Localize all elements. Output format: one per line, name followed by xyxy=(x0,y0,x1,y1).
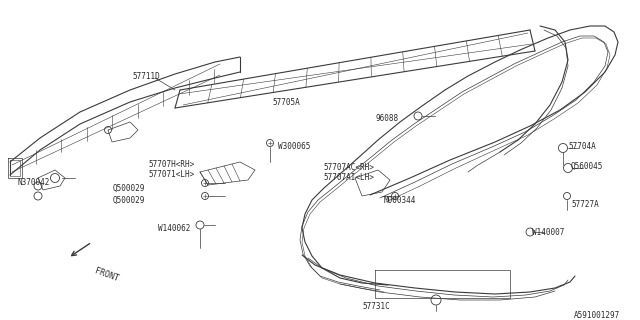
Text: 577071<LH>: 577071<LH> xyxy=(148,170,195,179)
Text: 57705A: 57705A xyxy=(272,98,300,107)
Text: 96088: 96088 xyxy=(376,114,399,123)
Text: M000344: M000344 xyxy=(384,196,417,205)
Text: W300065: W300065 xyxy=(278,142,310,151)
Text: 57731C: 57731C xyxy=(362,302,390,311)
Text: N370042: N370042 xyxy=(18,178,51,187)
Text: Q500029: Q500029 xyxy=(113,184,145,193)
Text: W140007: W140007 xyxy=(532,228,564,237)
Text: FRONT: FRONT xyxy=(93,266,120,283)
Text: Q500029: Q500029 xyxy=(113,196,145,205)
Text: 57707H<RH>: 57707H<RH> xyxy=(148,160,195,169)
Text: W140062: W140062 xyxy=(158,224,190,233)
Text: 57727A: 57727A xyxy=(571,200,599,209)
Text: 57711D: 57711D xyxy=(132,72,160,81)
Text: 57707AI<LH>: 57707AI<LH> xyxy=(323,173,374,182)
Text: 57707AC<RH>: 57707AC<RH> xyxy=(323,163,374,172)
Text: 57704A: 57704A xyxy=(568,142,596,151)
Text: A591001297: A591001297 xyxy=(573,311,620,320)
Text: Q560045: Q560045 xyxy=(571,162,604,171)
